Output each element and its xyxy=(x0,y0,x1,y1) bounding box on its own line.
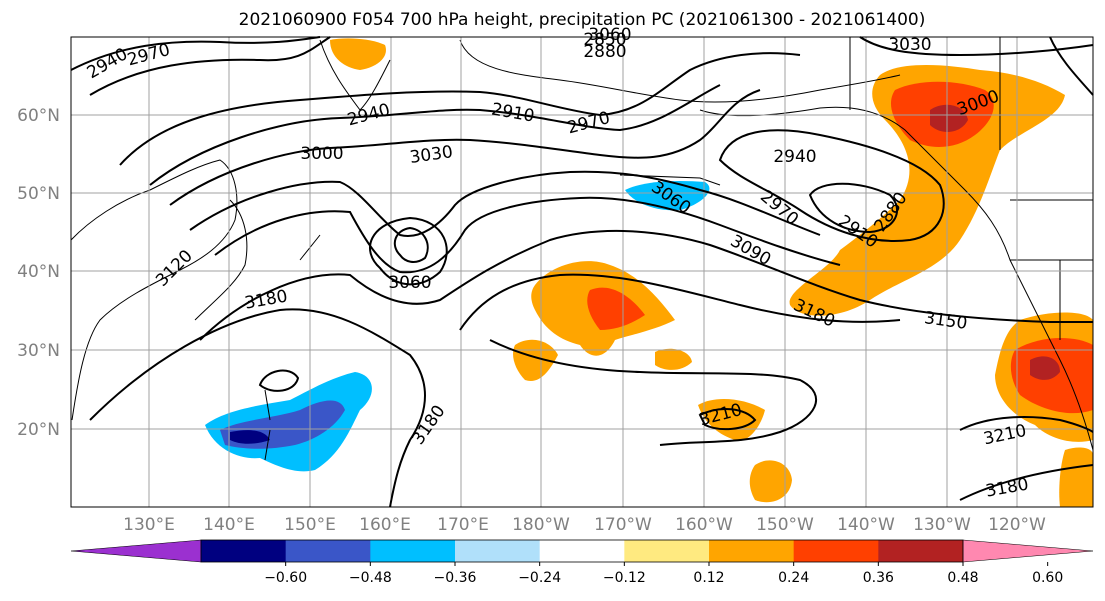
colorbar-frame xyxy=(200,539,964,563)
contour-label: 2940 xyxy=(773,147,816,167)
lat-axis: 60°N 50°N 40°N 30°N 20°N xyxy=(17,106,60,440)
contour-2940-low-ne xyxy=(718,129,945,242)
contour-3120 xyxy=(459,273,901,331)
contour-small-high xyxy=(258,369,300,392)
lat-label: 50°N xyxy=(17,184,60,204)
lat-label: 60°N xyxy=(17,106,60,126)
contour-3030 xyxy=(189,170,821,237)
precip-negative-strong-west-pacific xyxy=(230,430,270,444)
coastline-aleutians xyxy=(619,174,721,186)
colorbar-bin xyxy=(370,540,456,562)
colorbar-bin xyxy=(962,539,1094,563)
colorbar-tick-label: 0.48 xyxy=(947,570,978,586)
colorbar-bin xyxy=(285,540,371,562)
coastline-japan xyxy=(194,199,248,321)
precip-strong-central-pacific xyxy=(587,287,645,330)
contour-2970-nw xyxy=(89,36,331,96)
precip-very-strong-west-coast xyxy=(1030,356,1060,380)
precip-positive-blob-b xyxy=(655,348,692,370)
colorbar-tick-label: −0.36 xyxy=(434,570,477,586)
lat-label: 40°N xyxy=(17,262,60,282)
contour-3150 xyxy=(199,229,1093,341)
coastline-alaska-north xyxy=(459,39,901,103)
colorbar-tick-label: −0.12 xyxy=(603,570,646,586)
lon-label: 150°E xyxy=(284,515,336,535)
contour-3180-west xyxy=(89,308,426,508)
colorbar-bin xyxy=(709,540,795,562)
lon-label: 130°E xyxy=(123,515,175,535)
colorbar-bin xyxy=(201,540,287,562)
contour-3000-north xyxy=(1049,36,1094,96)
lon-label: 130°W xyxy=(913,515,971,535)
contour-label: 2850 xyxy=(583,30,626,50)
contour-3210-east xyxy=(959,416,1094,433)
precip-positive-south xyxy=(749,460,792,503)
lon-label: 150°W xyxy=(756,515,814,535)
colorbar-bin xyxy=(624,540,710,562)
contour-2880-low-ne xyxy=(808,182,899,234)
contour-3180-east xyxy=(489,339,817,446)
contour-2940-nw xyxy=(70,36,321,71)
contour-3060 xyxy=(214,196,841,274)
political-boundaries xyxy=(849,37,1093,340)
coastline-north-america xyxy=(699,106,1094,451)
contour-3000 xyxy=(169,89,761,206)
contour-3030-north xyxy=(859,36,1094,57)
lon-label: 180°W xyxy=(512,515,570,535)
lon-axis: 130°E 140°E 150°E 160°E 170°E 180°W 170°… xyxy=(123,515,1046,535)
colorbar-bin xyxy=(793,540,879,562)
contour-label: 3060 xyxy=(388,273,431,293)
contour-label: 3000 xyxy=(300,144,343,164)
lat-label: 30°N xyxy=(17,341,60,361)
precip-positive-north xyxy=(330,38,386,70)
contour-3030-low xyxy=(369,216,448,286)
contour-label: 3030 xyxy=(888,35,931,55)
contour-2970-main xyxy=(149,84,721,186)
contour-3060-low xyxy=(393,226,429,263)
contour-label: 2880 xyxy=(583,42,626,62)
lon-label: 170°E xyxy=(437,515,489,535)
colorbar-bin xyxy=(539,540,625,562)
coastline-east-asia xyxy=(70,159,238,421)
colorbar-tick-label: 0.60 xyxy=(1032,570,1063,586)
contour-label: 3060 xyxy=(588,25,631,45)
lon-label: 140°E xyxy=(203,515,255,535)
colorbar-tick-label: 0.12 xyxy=(693,570,724,586)
figure-title: 2021060900 F054 700 hPa height, precipit… xyxy=(239,10,926,30)
colorbar-bin xyxy=(878,540,964,562)
map-panel: 2940 2970 2850 2880 3030 2940 2910 2970 … xyxy=(70,25,1094,508)
contour-2940-main xyxy=(119,52,801,166)
colorbar-bin xyxy=(455,540,541,562)
contour-3210-mid xyxy=(698,408,757,431)
precip-very-strong-ne-pacific xyxy=(930,104,968,132)
lon-label: 140°W xyxy=(837,515,895,535)
precip-positive-mexico xyxy=(1059,447,1093,507)
lon-label: 170°W xyxy=(594,515,652,535)
lon-label: 120°W xyxy=(988,515,1046,535)
colorbar-tick-label: −0.60 xyxy=(264,570,307,586)
coastlines xyxy=(70,37,1094,461)
map-frame xyxy=(70,36,1094,508)
lon-label: 160°E xyxy=(359,515,411,535)
height-contours xyxy=(70,36,1094,508)
lat-label: 20°N xyxy=(17,420,60,440)
contour-3180-southeast xyxy=(959,464,1094,501)
colorbar: −0.60 −0.48 −0.36 −0.24 −0.12 0.12 0.24 0.36 0.4… xyxy=(70,539,1094,586)
colorbar-bin xyxy=(70,539,202,563)
lon-label: 160°W xyxy=(675,515,733,535)
coastline-kamchatka xyxy=(319,39,391,111)
colorbar-tick-label: −0.48 xyxy=(349,570,392,586)
colorbar-tick-label: 0.36 xyxy=(863,570,894,586)
colorbar-tick-label: 0.24 xyxy=(778,570,809,586)
colorbar-tick-label: −0.24 xyxy=(518,570,561,586)
precip-positive-ne-pacific xyxy=(789,65,1065,316)
